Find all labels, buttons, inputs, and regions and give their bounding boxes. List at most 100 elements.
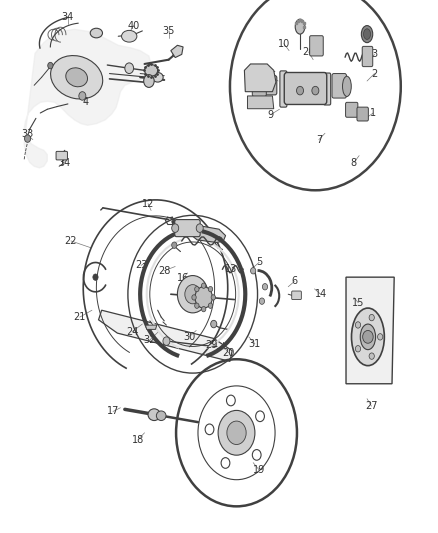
Text: 26: 26 (303, 47, 315, 57)
Text: 4: 4 (82, 98, 88, 107)
Circle shape (211, 320, 217, 328)
Ellipse shape (152, 72, 163, 82)
Circle shape (208, 303, 213, 309)
Text: 3: 3 (371, 50, 378, 59)
Polygon shape (24, 29, 151, 168)
Circle shape (195, 287, 212, 308)
Text: 2: 2 (371, 69, 378, 78)
Ellipse shape (90, 28, 102, 38)
FancyBboxPatch shape (261, 76, 277, 95)
Text: 34: 34 (59, 158, 71, 167)
Ellipse shape (361, 26, 373, 43)
Text: 24: 24 (126, 327, 138, 336)
Text: 15: 15 (352, 298, 364, 308)
Circle shape (25, 135, 31, 142)
Circle shape (256, 411, 265, 422)
FancyBboxPatch shape (346, 102, 358, 117)
FancyBboxPatch shape (357, 107, 368, 121)
Text: 34: 34 (62, 12, 74, 22)
Ellipse shape (145, 64, 158, 76)
Text: 10: 10 (278, 39, 290, 49)
Text: 19: 19 (253, 465, 265, 475)
FancyBboxPatch shape (280, 71, 287, 107)
Polygon shape (145, 325, 157, 329)
Circle shape (262, 284, 268, 290)
Circle shape (252, 449, 261, 460)
Text: 21: 21 (74, 312, 86, 322)
Circle shape (185, 285, 201, 304)
FancyBboxPatch shape (56, 151, 67, 160)
Circle shape (177, 276, 208, 313)
Ellipse shape (156, 411, 166, 421)
FancyBboxPatch shape (310, 36, 323, 56)
Circle shape (355, 345, 360, 352)
Circle shape (221, 458, 230, 469)
Ellipse shape (66, 68, 88, 87)
Polygon shape (192, 225, 226, 243)
Text: 12: 12 (142, 199, 154, 208)
Text: 17: 17 (107, 407, 119, 416)
Text: 9: 9 (268, 110, 274, 119)
Ellipse shape (295, 19, 305, 34)
Circle shape (93, 274, 98, 280)
Circle shape (369, 353, 374, 359)
FancyBboxPatch shape (332, 74, 346, 98)
Circle shape (312, 86, 319, 95)
Text: 31: 31 (249, 339, 261, 349)
Circle shape (297, 86, 304, 95)
Text: 25: 25 (265, 71, 277, 80)
Text: 7: 7 (316, 135, 322, 144)
Circle shape (125, 63, 134, 74)
Text: 13: 13 (225, 264, 237, 274)
Circle shape (205, 424, 214, 435)
Circle shape (251, 268, 256, 274)
Text: 23: 23 (135, 261, 147, 270)
Ellipse shape (51, 55, 102, 99)
Circle shape (369, 314, 374, 321)
Text: 20: 20 (223, 348, 235, 358)
Circle shape (196, 224, 203, 232)
Polygon shape (244, 64, 276, 92)
FancyBboxPatch shape (175, 220, 200, 237)
Text: 16: 16 (177, 273, 189, 283)
Circle shape (194, 286, 199, 292)
Ellipse shape (351, 308, 385, 366)
Text: 29: 29 (205, 341, 217, 350)
Circle shape (144, 75, 154, 87)
Circle shape (211, 295, 215, 300)
Text: 40: 40 (127, 21, 140, 30)
Circle shape (363, 330, 373, 343)
Circle shape (194, 303, 199, 309)
FancyBboxPatch shape (292, 291, 301, 300)
Circle shape (79, 92, 86, 100)
Text: 35: 35 (162, 26, 175, 36)
Text: 14: 14 (314, 289, 327, 299)
Polygon shape (247, 96, 274, 109)
Text: 28: 28 (158, 266, 170, 276)
Text: 18: 18 (132, 435, 144, 445)
Text: 22: 22 (65, 236, 77, 246)
Ellipse shape (148, 409, 160, 421)
Polygon shape (99, 310, 232, 361)
Circle shape (355, 322, 360, 328)
Text: 1: 1 (370, 108, 376, 118)
Ellipse shape (360, 324, 375, 350)
Circle shape (227, 421, 246, 445)
Circle shape (163, 337, 170, 345)
Ellipse shape (343, 76, 351, 96)
Circle shape (172, 242, 177, 248)
Circle shape (201, 306, 206, 312)
Text: 27: 27 (365, 401, 378, 411)
Ellipse shape (364, 29, 371, 39)
Circle shape (259, 298, 265, 304)
Circle shape (192, 295, 196, 300)
Circle shape (48, 62, 53, 69)
Circle shape (172, 224, 179, 232)
Circle shape (378, 334, 383, 340)
Circle shape (218, 410, 255, 455)
FancyBboxPatch shape (252, 74, 266, 96)
Text: 32: 32 (144, 335, 156, 345)
Polygon shape (346, 277, 394, 384)
Text: 5: 5 (256, 257, 262, 267)
Circle shape (226, 395, 235, 406)
